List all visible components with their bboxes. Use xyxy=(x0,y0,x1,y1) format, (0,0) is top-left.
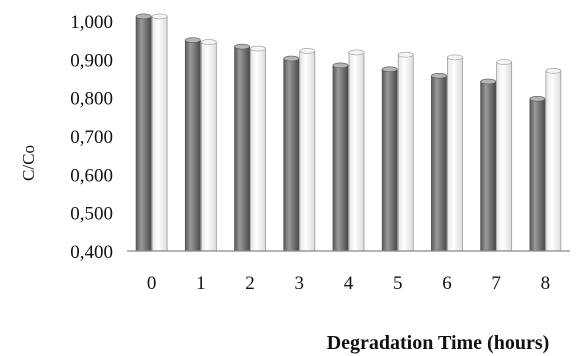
y-tick-label: 0,700 xyxy=(70,127,113,148)
bar xyxy=(381,68,398,252)
bar xyxy=(332,65,349,252)
bar-cap xyxy=(545,68,562,74)
bar-cap xyxy=(447,54,463,61)
bar-series-1-2 xyxy=(234,43,250,252)
x-tick-label: 4 xyxy=(344,273,354,294)
bar-series-1-3 xyxy=(283,55,300,252)
x-axis-title: Degradation Time (hours) xyxy=(327,332,550,354)
bar-series-2-7 xyxy=(496,59,513,252)
bar-series-1-5 xyxy=(381,66,398,252)
x-tick-label: 5 xyxy=(393,273,403,294)
bar xyxy=(447,57,463,252)
x-tick-label: 2 xyxy=(245,273,255,294)
bar-cap xyxy=(397,51,414,58)
y-tick-label: 0,400 xyxy=(70,242,113,263)
y-tick-label: 0,500 xyxy=(70,204,113,225)
bar xyxy=(283,58,300,252)
bar xyxy=(529,98,546,252)
bar-series-2-3 xyxy=(299,48,316,252)
bar-series-2-4 xyxy=(348,49,365,252)
y-axis-title: C/Co xyxy=(19,145,38,181)
bar-cap xyxy=(348,49,365,56)
bar-series-1-0 xyxy=(135,13,152,252)
bar xyxy=(151,15,168,252)
bar-cap xyxy=(332,62,349,69)
x-tick-label: 3 xyxy=(295,273,305,294)
bar-cap xyxy=(431,73,447,79)
x-axis-ticks: 0 1 2 3 4 5 6 7 8 xyxy=(147,273,550,294)
y-tick-label: 0,800 xyxy=(70,89,113,110)
bar-series-1-4 xyxy=(332,62,349,252)
x-tick-label: 7 xyxy=(491,273,501,294)
bar-series-2-5 xyxy=(397,51,414,252)
bar-cap xyxy=(151,13,168,20)
bar-cap xyxy=(480,78,496,85)
bar-cap xyxy=(299,48,316,54)
bar-cap xyxy=(496,59,512,65)
bar xyxy=(545,70,562,252)
x-tick-label: 8 xyxy=(541,273,551,294)
bar xyxy=(496,61,513,252)
bar xyxy=(348,52,365,252)
y-tick-label: 0,900 xyxy=(70,50,113,71)
bar xyxy=(135,15,152,252)
bar-series-2-8 xyxy=(545,68,562,252)
bar-series-2-1 xyxy=(200,39,217,252)
bar-series-1-8 xyxy=(529,96,546,252)
bar xyxy=(431,75,447,252)
x-tick-label: 0 xyxy=(147,273,157,294)
bar-cap xyxy=(381,66,398,73)
y-tick-label: 0,600 xyxy=(70,165,113,186)
y-tick-label: 1,000 xyxy=(70,12,113,33)
bar xyxy=(480,81,497,252)
x-tick-label: 6 xyxy=(442,273,452,294)
bar xyxy=(234,46,250,252)
bar xyxy=(397,54,414,252)
bar xyxy=(299,50,316,252)
bar-series-1-6 xyxy=(431,73,447,252)
bar-series-1-1 xyxy=(184,37,201,252)
bar xyxy=(184,39,201,252)
bar-cap xyxy=(250,45,266,52)
bars xyxy=(135,13,562,252)
bar-cap xyxy=(529,96,546,102)
bar-cap xyxy=(135,13,152,20)
bar-cap xyxy=(185,37,201,43)
bar-series-2-2 xyxy=(250,45,266,252)
bar-series-2-6 xyxy=(447,54,463,252)
bar xyxy=(200,41,217,252)
bar-series-1-7 xyxy=(480,78,497,252)
bar-cap xyxy=(234,43,250,50)
bar-series-2-0 xyxy=(151,13,168,252)
bar-cap xyxy=(201,39,217,45)
y-axis-ticks: 0,400 0,500 0,600 0,700 0,800 0,900 1,000 xyxy=(70,12,113,263)
bar xyxy=(250,48,266,252)
x-tick-label: 1 xyxy=(196,273,206,294)
bar-cap xyxy=(283,55,300,62)
